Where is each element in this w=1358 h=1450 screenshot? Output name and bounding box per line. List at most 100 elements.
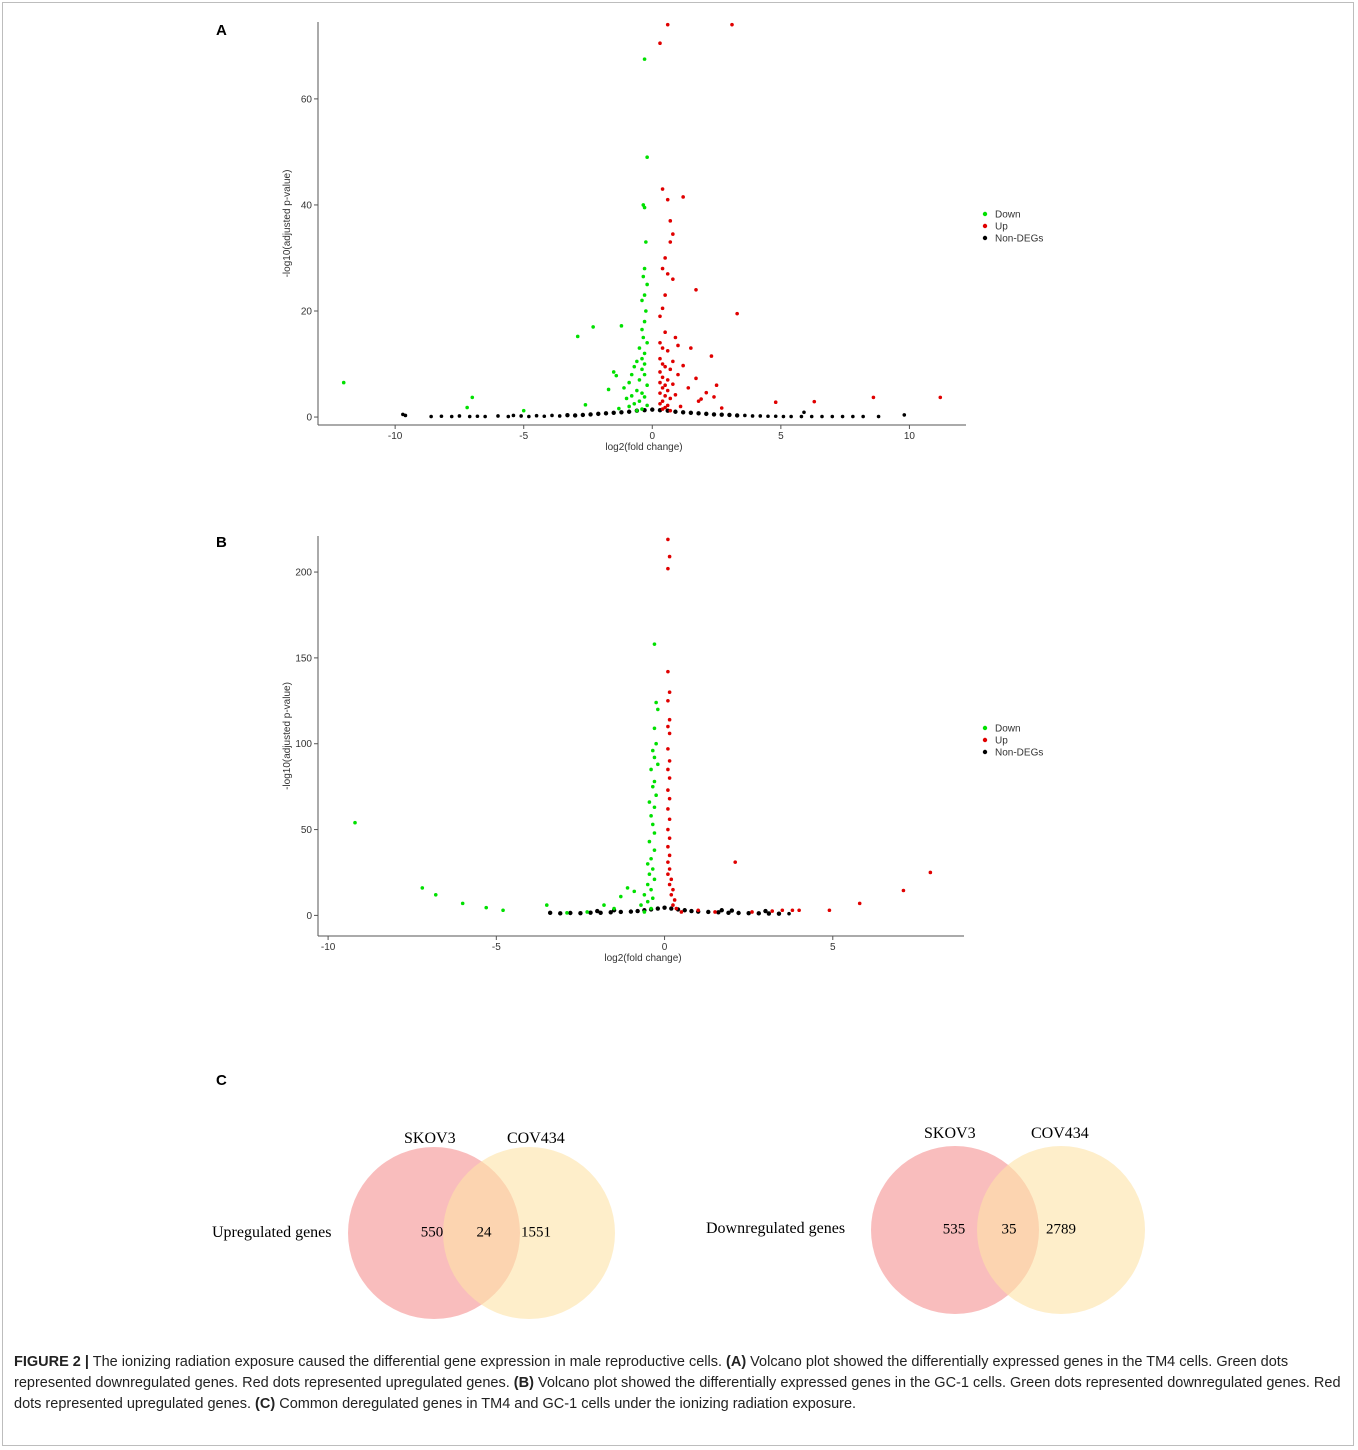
- point-up: [667, 731, 672, 736]
- point-non-degs: [598, 910, 603, 916]
- point-up: [857, 901, 862, 906]
- point-down: [484, 905, 489, 910]
- point-down: [649, 856, 653, 861]
- point-up: [712, 395, 716, 399]
- point-down: [640, 356, 644, 361]
- point-down: [647, 839, 652, 844]
- point-down: [637, 378, 642, 382]
- point-down: [642, 293, 647, 297]
- panel-letter-b: B: [216, 534, 227, 551]
- point-down: [617, 406, 621, 411]
- point-up: [704, 390, 709, 395]
- venn-up-overlap-count: 24: [476, 1224, 492, 1241]
- venn-down-overlap-count: 35: [1001, 1221, 1017, 1238]
- venn-down-row-label: Downregulated genes: [706, 1220, 846, 1237]
- point-up: [668, 219, 673, 223]
- point-down: [645, 282, 649, 287]
- caption-c-text: Common deregulated genes in TM4 and GC-1…: [275, 1396, 857, 1412]
- point-non-degs: [776, 911, 782, 916]
- point-non-degs: [628, 909, 634, 914]
- point-up: [667, 853, 672, 858]
- point-up: [665, 272, 670, 276]
- point-down: [644, 309, 648, 313]
- point-down: [420, 886, 425, 890]
- point-non-degs: [467, 414, 472, 419]
- point-up: [694, 376, 698, 381]
- point-up: [667, 796, 672, 801]
- point-down: [632, 889, 637, 894]
- point-up: [676, 343, 680, 348]
- point-up: [871, 395, 876, 400]
- point-down: [649, 814, 653, 818]
- point-non-degs: [449, 414, 454, 419]
- point-non-degs: [726, 910, 731, 916]
- point-non-degs: [746, 910, 751, 916]
- point-up: [671, 887, 675, 892]
- legend-swatch-up: [982, 737, 988, 743]
- y-tick-label: 0: [306, 911, 312, 922]
- point-down: [652, 831, 657, 835]
- point-non-degs: [787, 911, 791, 916]
- point-down: [619, 324, 624, 328]
- venn-down-right-circle: [977, 1146, 1145, 1314]
- caption-b-text: Volcano plot showed the differentially e…: [14, 1375, 1341, 1412]
- point-down: [602, 903, 606, 907]
- point-down: [606, 387, 611, 392]
- point-non-degs: [439, 414, 444, 419]
- point-up: [666, 699, 670, 703]
- venn-down-left-set: SKOV3: [924, 1125, 976, 1142]
- point-up: [667, 690, 672, 695]
- point-up: [797, 908, 801, 913]
- point-non-degs: [688, 410, 694, 416]
- point-up: [667, 776, 672, 780]
- point-non-degs: [689, 908, 694, 914]
- point-up: [676, 372, 680, 377]
- point-non-degs: [763, 908, 768, 914]
- point-up: [667, 817, 672, 822]
- point-non-degs: [876, 414, 881, 419]
- point-up: [735, 311, 739, 316]
- point-down: [642, 892, 647, 897]
- point-non-degs: [781, 414, 786, 419]
- point-up: [660, 362, 665, 366]
- point-down: [470, 395, 475, 400]
- point-up: [901, 888, 906, 893]
- figure-caption: FIGURE 2 | The ionizing radiation exposu…: [14, 1352, 1342, 1415]
- point-up: [665, 197, 670, 202]
- point-up: [699, 397, 703, 401]
- point-up: [658, 401, 662, 406]
- point-up: [658, 314, 662, 319]
- point-down: [501, 908, 505, 913]
- point-up: [658, 341, 662, 345]
- point-up: [673, 392, 678, 397]
- point-down: [625, 886, 630, 890]
- point-up: [658, 380, 662, 385]
- point-non-degs: [773, 414, 778, 419]
- point-down: [460, 901, 465, 906]
- point-up: [689, 346, 693, 350]
- x-tick-label: 10: [904, 431, 916, 442]
- point-non-degs: [736, 910, 741, 916]
- point-down: [650, 784, 655, 789]
- point-down: [612, 906, 616, 911]
- point-non-degs: [568, 910, 573, 916]
- point-non-degs: [840, 414, 845, 419]
- point-non-degs: [861, 414, 865, 419]
- point-non-degs: [580, 412, 586, 418]
- point-non-degs: [650, 407, 655, 412]
- point-down: [640, 367, 644, 372]
- point-non-degs: [550, 413, 554, 418]
- point-down: [637, 399, 642, 403]
- point-down: [647, 872, 652, 876]
- point-down: [642, 266, 647, 271]
- point-non-degs: [557, 414, 562, 418]
- x-axis-label: log2(fold change): [604, 953, 681, 964]
- x-tick-label: -5: [519, 431, 528, 442]
- point-down: [652, 779, 657, 784]
- point-down: [642, 57, 647, 61]
- point-non-degs: [619, 410, 624, 415]
- point-up: [750, 910, 754, 914]
- point-up: [658, 41, 662, 46]
- legend-swatch-down: [982, 211, 988, 217]
- point-up: [660, 399, 665, 403]
